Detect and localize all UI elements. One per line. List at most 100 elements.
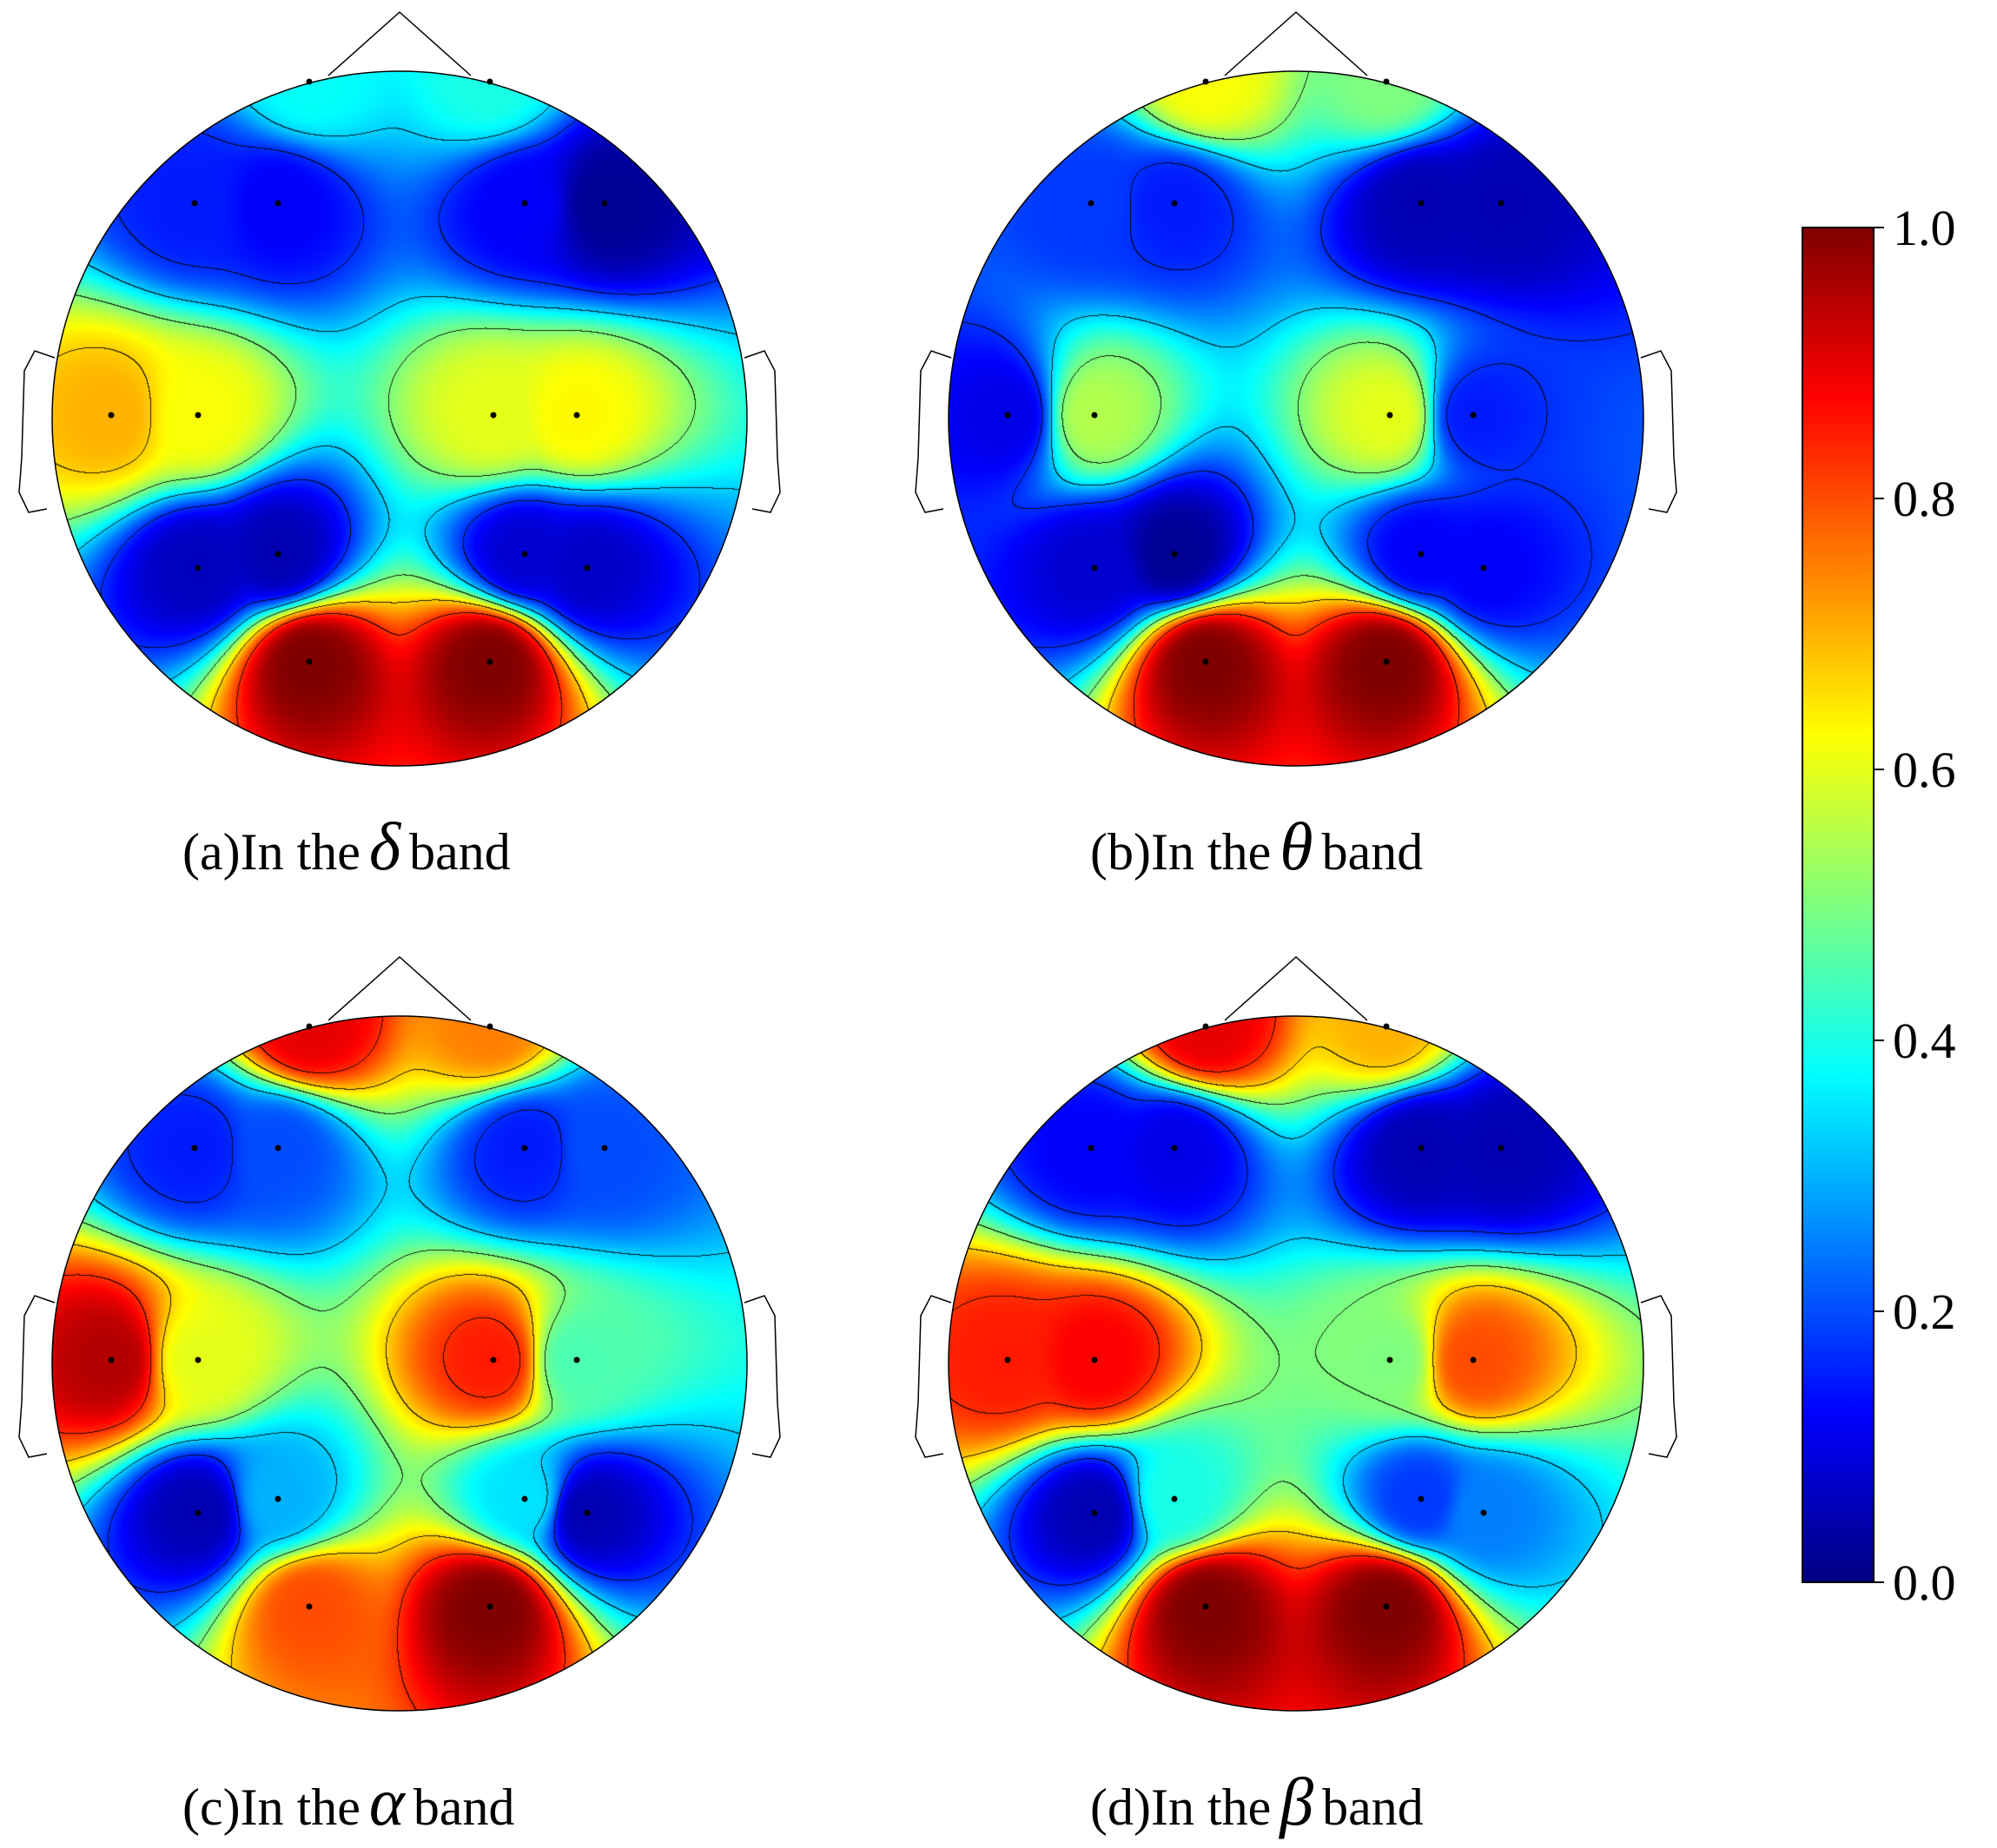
topoplot-d xyxy=(915,955,1677,1712)
electrode-marker xyxy=(1171,200,1178,207)
electrode-marker xyxy=(1418,551,1425,558)
electrode-marker xyxy=(1004,412,1011,419)
electrode-marker xyxy=(274,1495,281,1502)
electrode-marker xyxy=(1470,412,1477,419)
colorbar: 0.0 0.2 0.4 0.6 0.8 1.0 xyxy=(1802,200,1956,1611)
caption-b: (b)In the θ band xyxy=(1090,808,1423,886)
electrode-marker xyxy=(274,551,281,558)
electrode-marker xyxy=(490,1356,497,1363)
electrode-marker xyxy=(1418,200,1425,207)
electrode-marker xyxy=(521,1145,528,1152)
heatmap-a xyxy=(52,71,747,766)
electrode-marker xyxy=(191,1145,198,1152)
caption-a-suffix: band xyxy=(409,823,511,881)
right-ear-icon xyxy=(744,1295,781,1458)
electrode-marker xyxy=(1171,1495,1178,1502)
colorbar-tick-label: 0.4 xyxy=(1893,1013,1956,1069)
electrode-marker xyxy=(521,551,528,558)
electrode-marker xyxy=(1004,1356,1011,1363)
caption-c-prefix: (c)In the xyxy=(182,1779,360,1836)
electrode-marker xyxy=(486,78,493,85)
head-outline xyxy=(51,70,748,767)
electrode-marker xyxy=(601,200,608,207)
electrode-marker xyxy=(108,1356,115,1363)
electrode-marker xyxy=(486,1603,493,1610)
colorbar-tick-label: 0.2 xyxy=(1893,1284,1956,1340)
caption-c: (c)In the α band xyxy=(182,1763,514,1841)
electrode-marker xyxy=(306,1603,313,1610)
electrode-marker xyxy=(1498,1145,1504,1152)
electrode-marker xyxy=(1480,1509,1487,1516)
electrode-marker xyxy=(1498,200,1504,207)
electrode-marker xyxy=(195,412,202,419)
electrode-marker xyxy=(486,658,493,665)
colorbar-tick-label: 0.6 xyxy=(1893,742,1956,798)
heatmap-b xyxy=(949,71,1643,766)
electrode-marker xyxy=(601,1145,608,1152)
electrode-marker xyxy=(1480,564,1487,571)
electrode-marker xyxy=(1386,412,1393,419)
caption-b-suffix: band xyxy=(1321,823,1424,881)
electrode-marker xyxy=(108,412,115,419)
heatmap-c xyxy=(52,1016,747,1711)
electrode-marker xyxy=(1088,1145,1094,1152)
nose-icon xyxy=(1224,10,1368,76)
right-ear-icon xyxy=(744,350,781,513)
electrode-marker xyxy=(521,1495,528,1502)
electrode-marker xyxy=(1383,1603,1390,1610)
electrode-marker xyxy=(1171,551,1178,558)
colorbar-tick-label: 0.0 xyxy=(1893,1554,1956,1611)
topoplot-b xyxy=(915,10,1677,767)
caption-d-prefix: (d)In the xyxy=(1090,1779,1272,1836)
colorbar-gradient xyxy=(1802,227,1875,1583)
left-ear-icon xyxy=(18,1295,56,1458)
topoplot-c xyxy=(18,955,781,1712)
electrode-marker xyxy=(1091,564,1098,571)
head-outline xyxy=(51,1015,748,1712)
left-ear-icon xyxy=(18,350,56,513)
electrode-marker xyxy=(1088,200,1094,207)
electrode-marker xyxy=(486,1023,493,1030)
electrode-marker xyxy=(274,200,281,207)
electrode-marker xyxy=(274,1145,281,1152)
electrode-marker xyxy=(490,412,497,419)
caption-d: (d)In the β band xyxy=(1090,1763,1424,1841)
electrode-marker xyxy=(1202,1023,1209,1030)
topoplot-a xyxy=(18,10,781,767)
caption-d-suffix: band xyxy=(1322,1779,1424,1836)
head-outline xyxy=(948,1015,1644,1712)
electrode-marker xyxy=(1202,658,1209,665)
electrode-marker xyxy=(584,1509,591,1516)
electrode-marker xyxy=(1202,78,1209,85)
caption-b-prefix: (b)In the xyxy=(1090,823,1272,881)
head-outline xyxy=(948,70,1644,767)
nose-icon xyxy=(1224,955,1368,1021)
electrode-marker xyxy=(195,1356,202,1363)
colorbar-tick-label: 0.8 xyxy=(1893,471,1956,527)
caption-c-suffix: band xyxy=(413,1779,515,1836)
electrode-marker xyxy=(306,1023,313,1030)
electrode-marker xyxy=(584,564,591,571)
nose-icon xyxy=(327,10,472,76)
electrode-marker xyxy=(1470,1356,1477,1363)
electrode-marker xyxy=(1202,1603,1209,1610)
alpha-symbol: α xyxy=(368,1764,405,1839)
heatmap-d xyxy=(949,1016,1643,1711)
left-ear-icon xyxy=(915,350,952,513)
nose-icon xyxy=(327,955,472,1021)
theta-symbol: θ xyxy=(1280,808,1313,884)
electrode-marker xyxy=(1091,1356,1098,1363)
electrode-marker xyxy=(306,658,313,665)
electrode-marker xyxy=(521,200,528,207)
electrode-marker xyxy=(1386,1356,1393,1363)
electrode-marker xyxy=(1091,412,1098,419)
colorbar-tick-label: 1.0 xyxy=(1893,200,1956,256)
electrode-marker xyxy=(1418,1145,1425,1152)
electrode-marker xyxy=(1383,1023,1390,1030)
electrode-marker xyxy=(573,1356,580,1363)
electrode-marker xyxy=(195,1509,202,1516)
right-ear-icon xyxy=(1640,1295,1677,1458)
delta-symbol: δ xyxy=(368,808,401,884)
electrode-marker xyxy=(306,78,313,85)
